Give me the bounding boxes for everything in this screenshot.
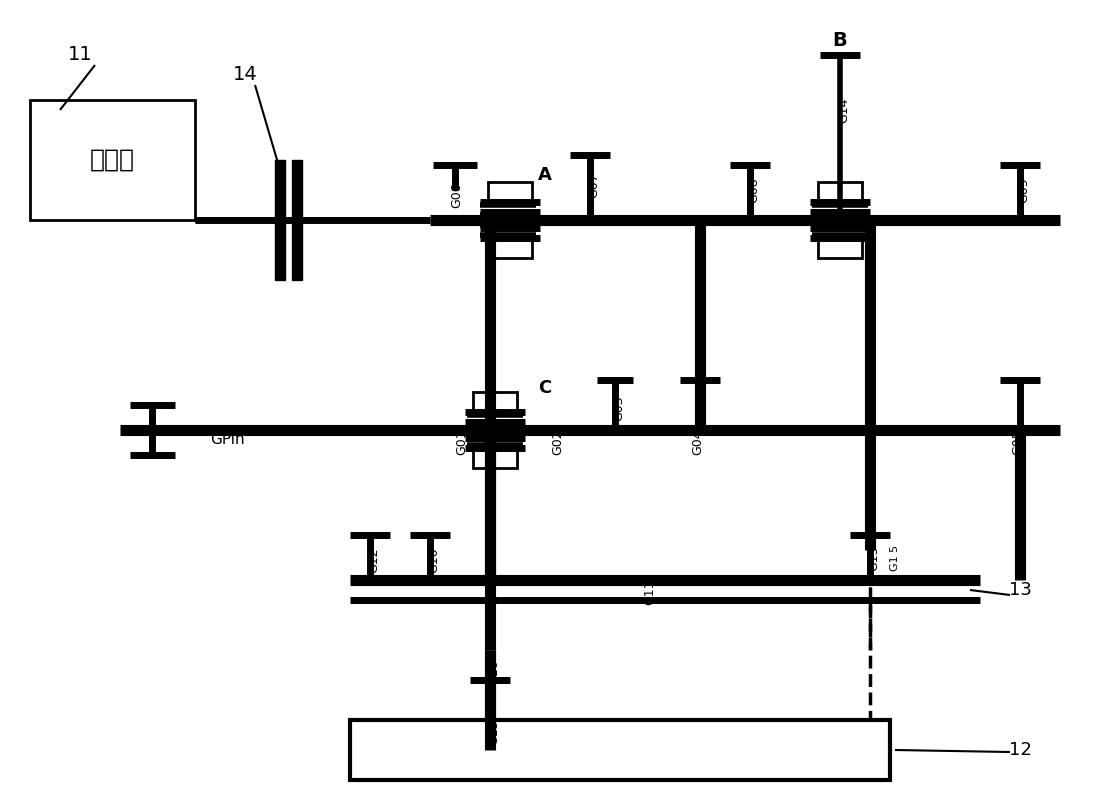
Text: G04: G04 [692,429,705,455]
Text: G14: G14 [837,97,850,123]
Text: C: C [539,379,552,397]
Bar [487,182,532,202]
Text: G15: G15 [868,545,881,571]
Text: G12: G12 [367,547,380,573]
Text: G10: G10 [427,547,440,573]
Text: G07: G07 [588,172,600,198]
Bar [275,160,285,280]
Text: G13: G13 [487,719,501,745]
Bar [487,238,532,258]
Text: 12: 12 [1009,741,1032,759]
Text: G09: G09 [1018,177,1031,203]
Bar [473,448,517,468]
Text: G1 5: G1 5 [890,545,900,571]
Text: 13: 13 [1009,581,1032,599]
Text: 14: 14 [233,66,257,84]
Text: G08: G08 [748,177,761,203]
Bar [292,160,302,280]
Text: G03: G03 [612,395,625,421]
Text: G05: G05 [1011,429,1024,455]
Bar [818,182,862,202]
Bar [473,392,517,412]
Text: G16: G16 [487,659,501,685]
Text: 发动机: 发动机 [90,148,136,172]
Text: 11: 11 [68,46,93,64]
Text: G06: G06 [450,182,463,208]
Text: A: A [538,166,552,184]
Text: G01: G01 [456,429,469,455]
Text: G11: G11 [644,579,657,605]
Bar [350,720,890,780]
Bar [30,100,195,220]
Text: B: B [833,30,847,50]
Text: G02: G02 [552,429,564,455]
Text: GPin: GPin [210,432,245,448]
Bar [818,238,862,258]
